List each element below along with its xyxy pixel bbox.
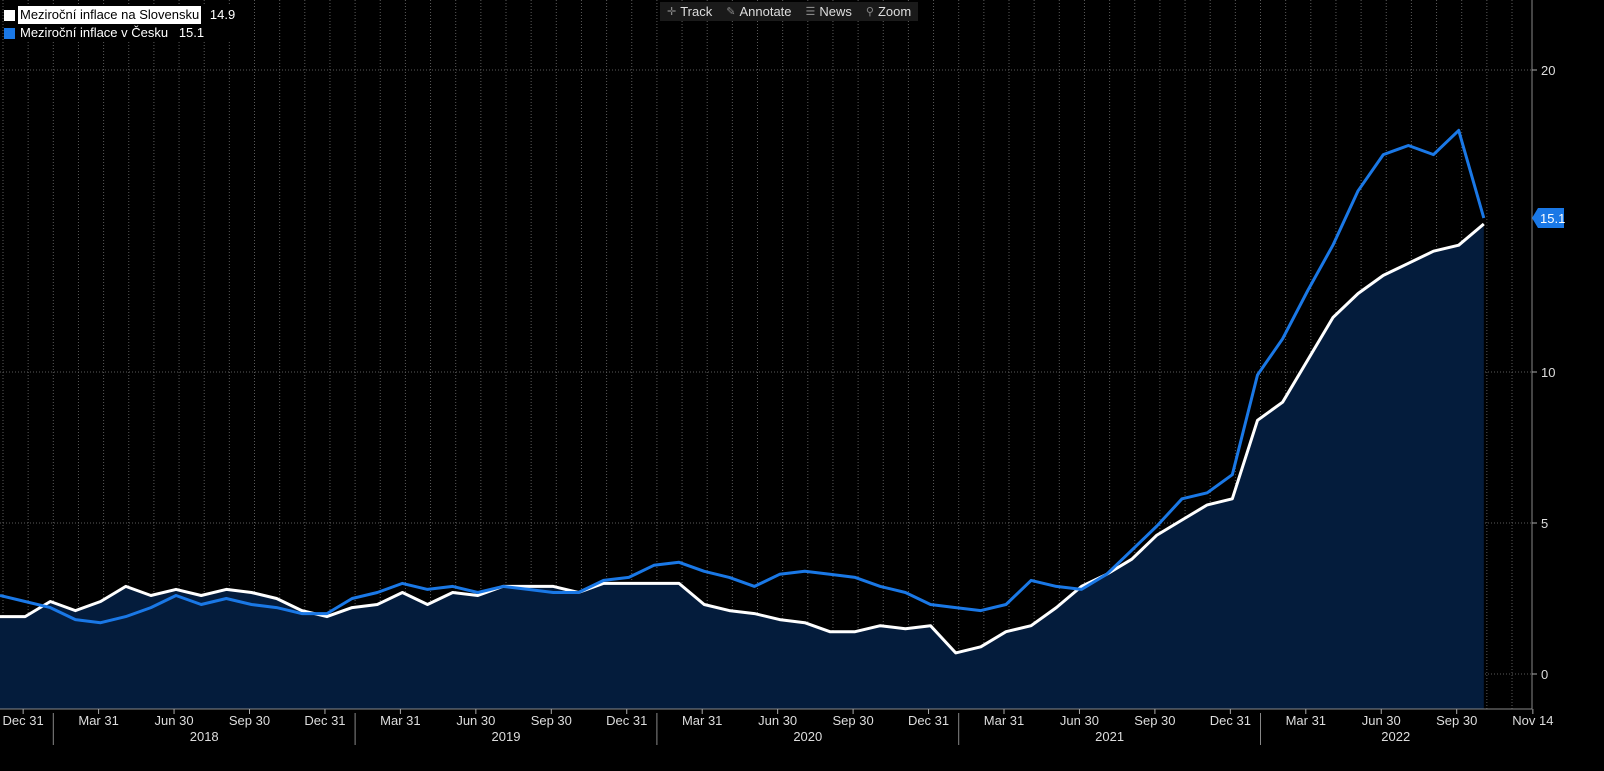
year-label: 2019 bbox=[492, 729, 521, 744]
x-tick-label: Dec 31 bbox=[304, 713, 345, 728]
legend-label: Meziroční inflace na Slovensku bbox=[18, 6, 202, 24]
x-tick-label: Dec 31 bbox=[908, 713, 949, 728]
x-tick-label: Sep 30 bbox=[1436, 713, 1477, 728]
series-line-slovakia bbox=[0, 222, 1485, 655]
series-line-czechia bbox=[0, 128, 1486, 625]
legend-value: 15.1 bbox=[178, 25, 205, 40]
legend-value: 14.9 bbox=[209, 7, 236, 22]
last-value-tag: 15.1 bbox=[1532, 207, 1565, 228]
year-label: 2020 bbox=[793, 729, 822, 744]
last-value-tag-label: 15.1 bbox=[1540, 211, 1565, 226]
news-button[interactable]: ☰ News bbox=[799, 2, 859, 21]
crosshair-icon: ✛ bbox=[667, 6, 677, 18]
year-label: 2022 bbox=[1381, 729, 1410, 744]
legend-swatch-czechia bbox=[4, 27, 15, 39]
x-tick-label: Sep 30 bbox=[229, 713, 270, 728]
x-axis-band bbox=[0, 709, 1604, 771]
zoom-label: Zoom bbox=[877, 4, 912, 19]
legend: Meziroční inflace na Slovensku 14.9 Mezi… bbox=[4, 6, 236, 42]
annotate-button[interactable]: ✎ Annotate bbox=[719, 2, 798, 21]
magnifier-icon: ⚲ bbox=[865, 6, 874, 18]
x-tick-label: Mar 31 bbox=[1286, 713, 1326, 728]
x-tick-label: Mar 31 bbox=[380, 713, 420, 728]
y-tick-label: 20 bbox=[1541, 63, 1555, 78]
y-axis: 0 5 10 20 bbox=[1531, 0, 1555, 709]
y-tick-label: 10 bbox=[1541, 365, 1555, 380]
legend-swatch-slovakia bbox=[4, 9, 15, 21]
x-axis: Dec 31 Mar 31 Jun 30 Sep 30 Dec 31 Mar 31 Jun … bbox=[0, 708, 1604, 771]
chart-toolbar: ✛ Track ✎ Annotate ☰ News ⚲ Zoom bbox=[660, 2, 919, 21]
x-tick-label: Sep 30 bbox=[1134, 713, 1175, 728]
series-area-slovakia bbox=[0, 224, 1484, 709]
x-tick-label: Mar 31 bbox=[78, 713, 118, 728]
x-tick-label: Mar 31 bbox=[984, 713, 1024, 728]
y-tick-label: 5 bbox=[1541, 516, 1548, 531]
x-tick-label: Sep 30 bbox=[531, 713, 572, 728]
zoom-button[interactable]: ⚲ Zoom bbox=[859, 2, 918, 21]
last-value-tag-shape bbox=[1532, 207, 1564, 228]
x-tick-label: Jun 30 bbox=[758, 713, 797, 728]
track-button[interactable]: ✛ Track bbox=[660, 2, 719, 21]
legend-item-slovakia[interactable]: Meziroční inflace na Slovensku 14.9 bbox=[4, 6, 235, 24]
annotate-label: Annotate bbox=[739, 4, 792, 19]
legend-item-czechia[interactable]: Meziroční inflace v Česku 15.1 bbox=[4, 24, 235, 42]
news-icon: ☰ bbox=[805, 6, 816, 18]
year-label: 2021 bbox=[1095, 729, 1124, 744]
x-tick-label: Dec 31 bbox=[1210, 713, 1251, 728]
x-tick-label: Nov 14 bbox=[1512, 713, 1553, 728]
year-label: 2018 bbox=[190, 729, 219, 744]
y-tick-label: 0 bbox=[1541, 667, 1548, 682]
pencil-icon: ✎ bbox=[726, 6, 736, 18]
legend-label: Meziroční inflace v Česku bbox=[20, 25, 169, 40]
x-tick-label: Jun 30 bbox=[1060, 713, 1099, 728]
track-label: Track bbox=[680, 4, 713, 19]
x-tick-label: Jun 30 bbox=[456, 713, 495, 728]
x-tick-label: Jun 30 bbox=[155, 713, 194, 728]
x-tick-label: Mar 31 bbox=[682, 713, 722, 728]
x-tick-label: Dec 31 bbox=[606, 713, 647, 728]
x-tick-label: Dec 31 bbox=[3, 713, 44, 728]
news-label: News bbox=[819, 4, 852, 19]
x-tick-label: Jun 30 bbox=[1362, 713, 1401, 728]
x-tick-label: Sep 30 bbox=[832, 713, 873, 728]
